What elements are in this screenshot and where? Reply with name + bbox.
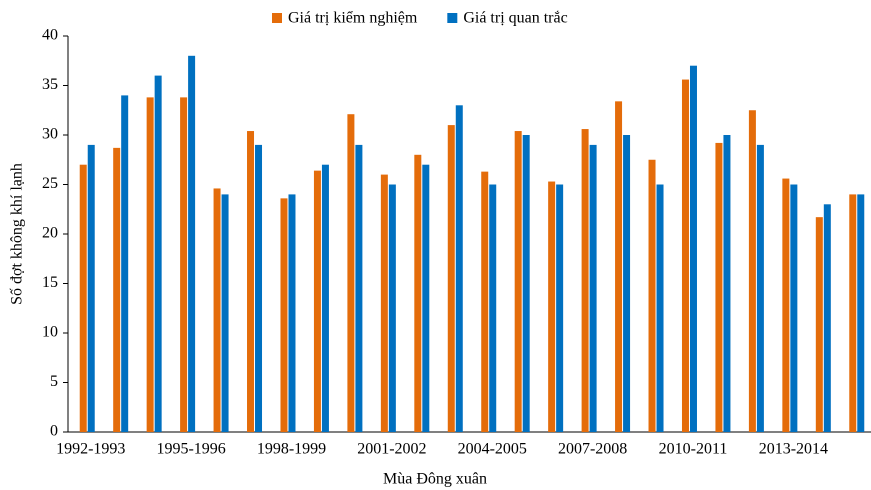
y-tick-label: 20 <box>42 225 58 242</box>
bar <box>589 144 597 432</box>
bar <box>481 171 489 432</box>
bar <box>321 164 329 432</box>
bar <box>422 164 430 432</box>
bar <box>154 75 162 432</box>
bar <box>615 101 623 432</box>
bar <box>748 110 756 432</box>
bar <box>689 65 697 432</box>
x-tick-label: 1998-1999 <box>257 441 326 458</box>
bar <box>447 125 455 432</box>
y-tick-label: 25 <box>42 175 58 192</box>
bar <box>313 170 321 432</box>
bar <box>782 178 790 432</box>
bar <box>522 135 530 432</box>
bar <box>180 97 188 432</box>
x-tick-label: 2013-2014 <box>759 441 828 458</box>
legend-swatch <box>447 13 458 23</box>
bar <box>823 204 831 432</box>
bar <box>556 184 564 432</box>
x-tick-label: 2004-2005 <box>458 441 527 458</box>
y-tick-label: 40 <box>42 27 58 44</box>
x-tick-label: 2001-2002 <box>357 441 426 458</box>
bar <box>756 144 764 432</box>
bar <box>247 131 255 433</box>
legend-label: Giá trị quan trắc <box>463 10 567 27</box>
x-tick-label: 1995-1996 <box>156 441 225 458</box>
bar <box>648 159 656 432</box>
x-tick-label: 1992-1993 <box>56 441 125 458</box>
y-tick-label: 30 <box>42 126 58 143</box>
bar <box>581 129 589 432</box>
bar <box>388 184 396 432</box>
bar <box>514 131 522 433</box>
bar <box>221 194 229 432</box>
bar <box>87 144 95 432</box>
y-tick-label: 10 <box>42 324 58 341</box>
bar <box>681 79 689 432</box>
x-tick-label: 2007-2008 <box>558 441 627 458</box>
bar <box>79 164 87 432</box>
bar <box>623 135 631 432</box>
bar <box>188 55 196 433</box>
legend-label: Giá trị kiểm nghiệm <box>288 10 418 27</box>
bar <box>857 194 865 432</box>
bar <box>455 105 463 433</box>
bar <box>355 144 363 432</box>
bar <box>548 181 556 432</box>
bar <box>347 114 355 433</box>
bar <box>255 144 263 432</box>
bar <box>489 184 497 432</box>
y-tick-label: 15 <box>42 274 58 291</box>
y-axis-title: Số đợt không khí lạnh <box>9 163 26 305</box>
bar <box>723 135 731 432</box>
bar <box>213 188 221 432</box>
bar <box>815 217 823 432</box>
legend-swatch <box>272 13 282 23</box>
bar <box>380 174 388 432</box>
bar <box>146 97 154 432</box>
bar <box>414 154 422 433</box>
bar <box>656 184 664 432</box>
bar <box>280 198 288 432</box>
bar <box>113 147 121 432</box>
y-tick-label: 5 <box>50 373 58 390</box>
x-axis-title: Mùa Đông xuân <box>383 471 487 488</box>
bar <box>790 184 798 432</box>
bar <box>121 95 129 433</box>
bar <box>288 194 296 432</box>
x-tick-label: 2010-2011 <box>659 441 728 458</box>
bar <box>715 142 723 433</box>
y-tick-label: 35 <box>42 76 58 93</box>
bar <box>849 194 857 432</box>
y-tick-label: 0 <box>50 423 58 440</box>
